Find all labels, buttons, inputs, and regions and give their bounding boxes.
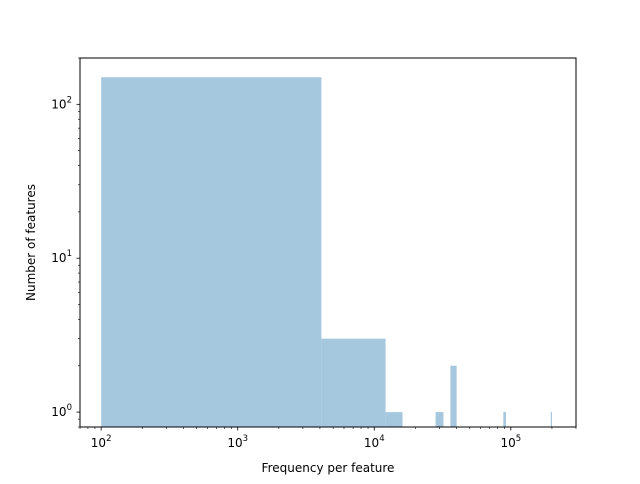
histogram-bar-5 xyxy=(503,412,506,427)
x-tick-label: 103 xyxy=(227,434,248,450)
plot-frame xyxy=(79,57,577,428)
y-axis-label: Number of features xyxy=(24,184,38,301)
x-axis-label: Frequency per feature xyxy=(262,461,395,475)
histogram-bar-2 xyxy=(385,412,403,427)
bars-group xyxy=(101,77,552,427)
y-tick-label: 100 xyxy=(51,403,72,419)
x-tick-label: 104 xyxy=(364,434,385,450)
x-tick-label: 105 xyxy=(500,434,521,450)
histogram-bar-0 xyxy=(101,77,322,427)
histogram-bar-1 xyxy=(321,338,386,427)
x-tick-label: 102 xyxy=(91,434,112,450)
y-tick-label: 101 xyxy=(51,249,72,265)
y-axis-ticks: 100 101 102 xyxy=(51,57,80,428)
x-axis-ticks: 102 103 104 105 xyxy=(79,427,577,450)
histogram-bar-6 xyxy=(550,412,552,427)
histogram-bar-4 xyxy=(450,365,457,427)
y-tick-label: 102 xyxy=(51,95,72,111)
histogram-bar-3 xyxy=(435,412,444,427)
